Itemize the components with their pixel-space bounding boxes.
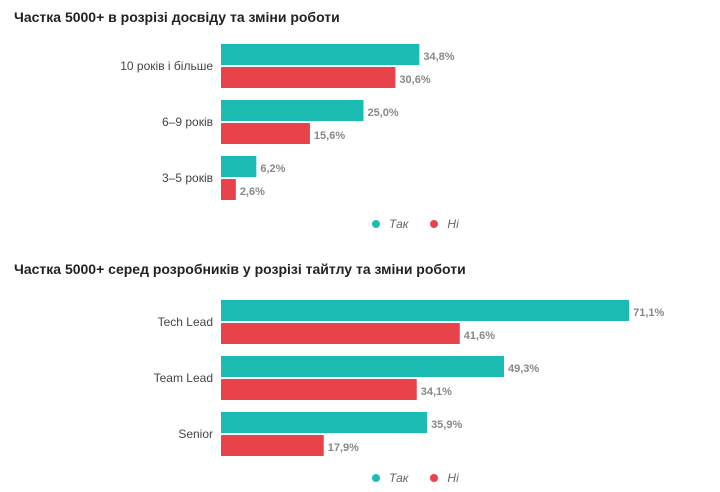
category-label: 10 років і більше [120, 59, 213, 73]
bar-yes[interactable] [221, 44, 420, 65]
legend-item-yes[interactable]: Так [372, 471, 408, 485]
value-label: 17,9% [328, 442, 359, 454]
legend-item-no[interactable]: Ні [430, 471, 459, 485]
legend-label: Ні [447, 471, 459, 485]
bar-yes[interactable] [221, 412, 428, 433]
value-label: 15,6% [314, 130, 345, 142]
chart-title-role: Частка 5000+ серед розробників у розрізі… [0, 252, 720, 492]
value-label: 25,0% [368, 107, 399, 119]
chart-plot: 10 років і більше 34,8% 30,6% 6–9 років 25,0… [120, 44, 455, 200]
bar-yes[interactable] [221, 100, 364, 121]
bar-yes[interactable] [221, 300, 630, 321]
bar-no[interactable] [221, 179, 236, 200]
category-label: 6–9 років [162, 115, 213, 129]
chart-experience: Частка 5000+ в розрізі досвіду та зміни … [0, 0, 720, 240]
legend-dot-no-icon [430, 220, 439, 228]
bar-yes[interactable] [221, 356, 504, 377]
value-label: 49,3% [508, 363, 539, 375]
legend-item-no[interactable]: Ні [430, 217, 459, 231]
bar-no[interactable] [221, 435, 324, 456]
legend-label: Так [389, 471, 409, 485]
value-label: 30,6% [399, 74, 430, 86]
value-label: 34,1% [421, 386, 452, 398]
bar-no[interactable] [221, 123, 310, 144]
legend-label: Ні [447, 217, 459, 231]
value-label: 6,2% [260, 163, 285, 175]
value-label: 2,6% [240, 186, 265, 198]
bar-no[interactable] [221, 67, 396, 88]
legend-dot-yes-icon [372, 220, 380, 228]
bar-yes[interactable] [221, 156, 257, 177]
chart-title: Частка 5000+ в розрізі досвіду та зміни … [14, 9, 340, 25]
bar-no[interactable] [221, 379, 417, 400]
chart-plot: Tech Lead 71,1% 41,6% Team Lead 49,3% 34,1% Se… [154, 300, 665, 456]
legend-dot-no-icon [430, 474, 439, 482]
legend: Так Ні [372, 471, 481, 485]
category-label: 3–5 років [162, 171, 213, 185]
legend-label: Так [389, 217, 409, 231]
category-label: Team Lead [154, 371, 213, 385]
category-label: Tech Lead [158, 315, 213, 329]
legend-item-yes[interactable]: Так [372, 217, 408, 231]
category-label: Senior [178, 427, 213, 441]
bar-no[interactable] [221, 323, 460, 344]
value-label: 41,6% [464, 330, 495, 342]
value-label: 34,8% [423, 51, 454, 63]
legend: Так Ні [372, 217, 481, 231]
legend-dot-yes-icon [372, 474, 380, 482]
chart-title: Частка 5000+ серед розробників у розрізі… [14, 261, 466, 277]
value-label: 71,1% [633, 307, 664, 319]
value-label: 35,9% [431, 419, 462, 431]
